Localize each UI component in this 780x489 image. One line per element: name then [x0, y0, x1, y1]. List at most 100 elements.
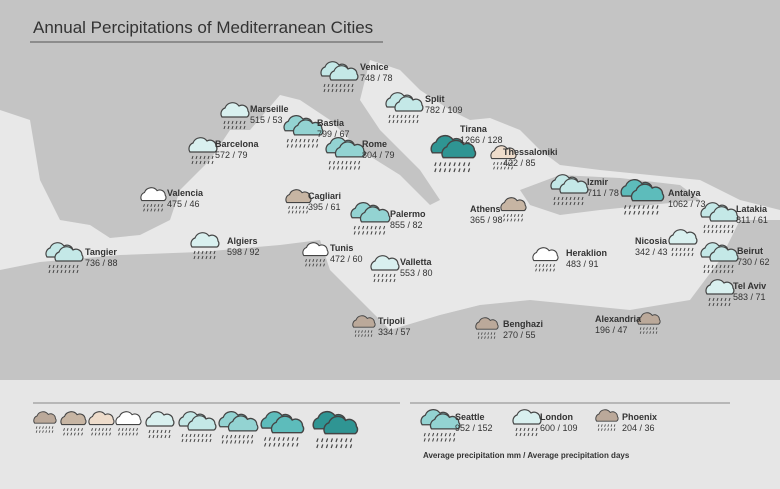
- rain: [305, 263, 307, 267]
- rain: [68, 269, 71, 274]
- rain: [569, 201, 572, 206]
- rain: [511, 162, 513, 166]
- rain: [477, 332, 480, 335]
- legend-city-value: 952 / 152: [455, 423, 493, 433]
- rain: [639, 331, 642, 334]
- city-value: 572 / 79: [215, 150, 248, 160]
- rain: [510, 218, 513, 222]
- rain: [607, 428, 609, 431]
- rain: [389, 273, 392, 278]
- rain: [711, 229, 714, 234]
- rain: [351, 83, 354, 88]
- rain: [238, 434, 241, 439]
- rain: [731, 269, 734, 274]
- rain: [500, 162, 503, 166]
- rain: [506, 218, 509, 222]
- cloud: [429, 413, 461, 430]
- rain: [52, 269, 55, 274]
- rain: [234, 434, 237, 439]
- rain: [335, 438, 338, 443]
- rain: [231, 120, 234, 125]
- rain: [565, 201, 568, 206]
- rain: [335, 444, 338, 449]
- cloud-icon: [550, 174, 589, 206]
- cloud-icon: [420, 409, 461, 442]
- rain: [197, 255, 200, 260]
- rain: [340, 444, 343, 449]
- rain: [646, 331, 648, 334]
- rain: [521, 218, 523, 222]
- rain: [264, 442, 267, 447]
- cloud: [637, 312, 661, 325]
- rain: [613, 424, 616, 427]
- rain: [315, 263, 318, 267]
- rain: [628, 210, 631, 215]
- rain: [72, 269, 75, 274]
- cloud-icon: [352, 315, 376, 337]
- rain: [298, 206, 301, 210]
- city-value: 270 / 55: [503, 330, 536, 340]
- rain: [507, 166, 510, 170]
- rain: [573, 201, 576, 206]
- rain: [361, 334, 363, 337]
- city-name: Alexandria: [595, 314, 642, 324]
- rain: [493, 162, 495, 166]
- city-name: Tangier: [85, 247, 117, 257]
- rain: [400, 119, 403, 124]
- cloud: [559, 178, 589, 194]
- rain: [203, 160, 206, 165]
- cloud: [334, 141, 366, 158]
- rain: [109, 432, 111, 436]
- city-name: Palermo: [390, 209, 426, 219]
- rain: [77, 432, 80, 436]
- rain: [423, 432, 426, 437]
- rain: [642, 210, 645, 215]
- rain: [393, 273, 396, 278]
- rain: [303, 144, 306, 148]
- rain: [223, 120, 226, 125]
- rain: [337, 166, 340, 170]
- rain: [712, 297, 715, 302]
- rain: [51, 426, 54, 429]
- rain: [597, 424, 600, 427]
- cloud: [441, 139, 477, 159]
- rain: [319, 259, 322, 263]
- rain: [189, 433, 192, 438]
- rain: [458, 162, 461, 167]
- rain: [487, 336, 489, 339]
- rain: [343, 88, 346, 93]
- rain: [637, 205, 641, 209]
- cloud: [140, 187, 167, 202]
- rain: [549, 268, 552, 272]
- rain: [647, 210, 650, 215]
- rain: [535, 427, 538, 432]
- rain: [323, 263, 325, 267]
- cloud: [394, 96, 424, 112]
- cloud: [60, 411, 87, 426]
- rain: [63, 428, 65, 432]
- rain: [531, 427, 534, 432]
- rain: [161, 204, 163, 208]
- rain: [385, 278, 388, 283]
- rain: [581, 201, 584, 206]
- rain: [510, 214, 513, 218]
- cloud-icon: [45, 242, 84, 274]
- rain: [48, 430, 51, 433]
- cloud-icon: [115, 411, 142, 436]
- city-name: Rome: [362, 139, 387, 149]
- legend-city-name: Seattle: [455, 412, 485, 422]
- rain: [60, 269, 63, 274]
- rain: [48, 426, 51, 429]
- rain: [538, 264, 541, 268]
- rain: [412, 114, 415, 119]
- city-name: Tel Aviv: [733, 281, 766, 291]
- legend-city-value: 600 / 109: [540, 423, 578, 433]
- rain: [467, 168, 471, 173]
- city-name: Split: [425, 94, 445, 104]
- rain: [679, 247, 682, 252]
- cloud: [54, 246, 84, 262]
- rain: [64, 264, 67, 269]
- cloud: [329, 65, 359, 81]
- rain: [185, 433, 188, 438]
- rain: [493, 166, 495, 170]
